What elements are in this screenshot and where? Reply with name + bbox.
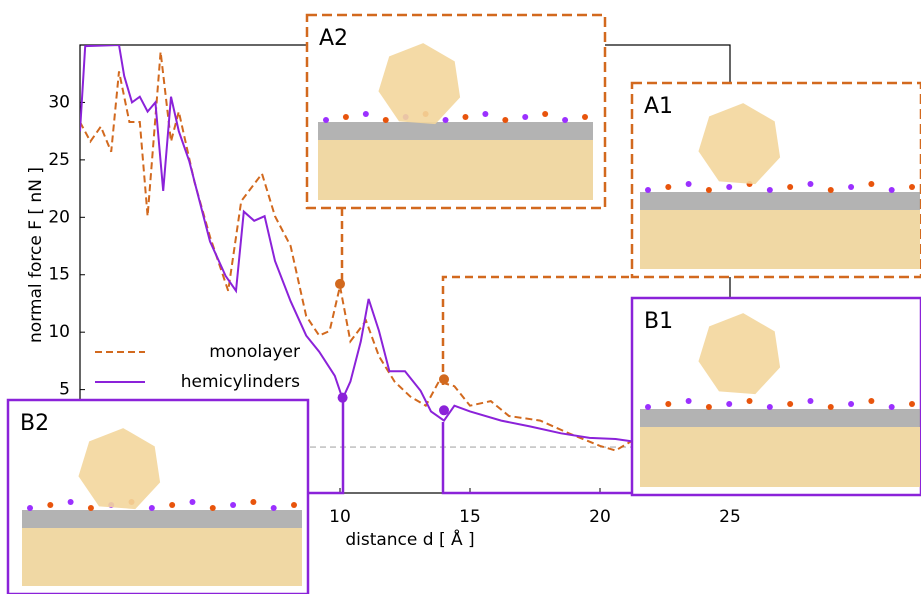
inset-label: B2 <box>20 411 49 436</box>
headgroup <box>787 401 794 407</box>
molecule-layer <box>640 192 920 210</box>
substrate <box>318 140 593 200</box>
headgroup <box>746 398 753 404</box>
headgroup <box>726 401 733 407</box>
headgroup <box>562 117 569 123</box>
headgroup <box>827 187 834 193</box>
headgroup <box>807 398 814 404</box>
connector <box>441 275 632 385</box>
plot-area: 5 10 15 20 25 30 10 15 20 25 monolayer hemicylinder… <box>48 44 741 527</box>
highlight-point <box>337 392 348 403</box>
nanoparticle <box>378 43 461 125</box>
headgroup <box>342 114 349 120</box>
headgroup <box>542 111 549 117</box>
headgroup <box>848 401 855 407</box>
molecule-layer <box>640 409 920 427</box>
series-line <box>80 51 632 452</box>
legend-label: monolayer <box>209 342 300 362</box>
headgroup <box>462 114 469 120</box>
headgroup <box>705 187 712 193</box>
connectors <box>308 208 632 495</box>
headgroup <box>250 499 257 505</box>
headgroup <box>909 401 915 407</box>
y-axis-label: normal force F [ nN ] <box>26 167 46 343</box>
molecule-layer <box>318 122 593 140</box>
substrate <box>640 427 920 487</box>
connector <box>308 398 345 495</box>
y-tick-label: 25 <box>48 150 70 170</box>
x-axis-label: distance d [ Å ] <box>345 528 474 550</box>
inset-label: B1 <box>644 309 673 334</box>
headgroup <box>230 502 237 508</box>
headgroup <box>522 114 529 120</box>
nanoparticle <box>78 428 161 510</box>
y-tick-label: 5 <box>59 380 70 400</box>
nanoparticle <box>698 313 781 395</box>
headgroup <box>868 181 875 187</box>
headgroup <box>148 505 155 511</box>
series-line <box>80 45 632 443</box>
headgroup <box>909 184 915 190</box>
inset-label: A2 <box>319 26 348 51</box>
headgroup <box>665 184 672 190</box>
headgroup <box>888 187 895 193</box>
headgroup <box>189 499 196 505</box>
headgroup <box>87 505 94 511</box>
headgroup <box>888 404 895 410</box>
headgroup <box>807 181 814 187</box>
x-tick-label: 20 <box>589 507 611 527</box>
y-tick-label: 10 <box>48 322 70 342</box>
molecule-layer <box>22 510 302 528</box>
headgroup <box>787 184 794 190</box>
headgroup <box>442 117 449 123</box>
headgroup <box>502 117 509 123</box>
headgroup <box>685 181 692 187</box>
headgroup <box>645 404 651 410</box>
x-tick-label: 10 <box>329 507 351 527</box>
x-tick-label: 25 <box>719 507 741 527</box>
headgroup <box>169 502 176 508</box>
headgroup <box>827 404 834 410</box>
headgroup <box>67 499 74 505</box>
headgroup <box>848 184 855 190</box>
insets: A2 A1 B1 B2 <box>6 13 921 594</box>
headgroup <box>705 404 712 410</box>
headgroup <box>582 114 588 120</box>
headgroup <box>323 117 329 123</box>
legend-label: hemicylinders <box>181 372 300 392</box>
y-tick-label: 15 <box>48 265 70 285</box>
substrate <box>640 210 920 269</box>
headgroup <box>209 505 216 511</box>
headgroup <box>27 505 33 511</box>
y-tick-label: 20 <box>48 207 70 227</box>
inset-label: A1 <box>644 94 673 119</box>
headgroup <box>868 398 875 404</box>
nanoparticle <box>698 103 781 185</box>
y-tick-label: 30 <box>48 92 70 112</box>
headgroup <box>645 187 651 193</box>
headgroup <box>47 502 54 508</box>
headgroup <box>382 117 389 123</box>
headgroup <box>665 401 672 407</box>
connector <box>441 422 632 495</box>
substrate <box>22 528 302 586</box>
headgroup <box>766 404 773 410</box>
highlight-point <box>439 405 449 416</box>
headgroup <box>766 187 773 193</box>
highlight-point <box>335 278 345 289</box>
x-tick-label: 15 <box>459 507 481 527</box>
headgroup <box>270 505 277 511</box>
headgroup <box>685 398 692 404</box>
headgroup <box>362 111 369 117</box>
headgroup <box>291 502 297 508</box>
headgroup <box>726 184 733 190</box>
headgroup <box>482 111 489 117</box>
